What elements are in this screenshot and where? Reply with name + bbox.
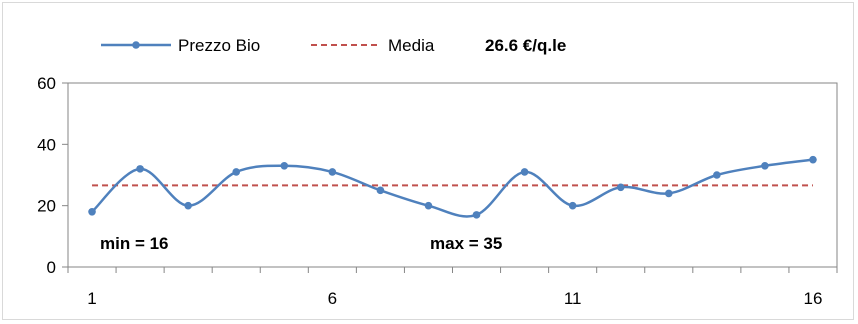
legend-series-label: Prezzo Bio <box>178 36 260 55</box>
price-point <box>280 162 289 170</box>
price-point <box>616 183 625 192</box>
series-layer <box>88 155 817 219</box>
price-point <box>809 155 817 164</box>
price-point <box>520 168 529 176</box>
price-point <box>376 186 385 195</box>
y-tick-label: 60 <box>37 74 56 93</box>
legend: Prezzo Bio Media 26.6 €/q.le <box>101 36 566 55</box>
price-point <box>761 162 769 170</box>
price-point <box>88 208 96 216</box>
y-tick-label: 40 <box>37 135 56 154</box>
x-tick-label: 6 <box>328 289 337 308</box>
chart-frame: Prezzo Bio Media 26.6 €/q.le 0 20 40 60 1 6 11… <box>2 2 854 320</box>
x-tick-label: 11 <box>564 289 582 308</box>
price-point <box>424 201 433 210</box>
x-tick-label: 16 <box>804 289 823 308</box>
legend-mean-label: Media <box>388 36 435 55</box>
price-point <box>184 201 192 210</box>
price-point <box>136 165 144 173</box>
price-point <box>713 171 721 179</box>
mean-value-label: 26.6 €/q.le <box>485 36 566 55</box>
price-point <box>328 168 337 176</box>
price-point <box>664 189 673 198</box>
y-tick-label: 20 <box>37 197 56 216</box>
price-point <box>232 168 241 176</box>
legend-series-marker <box>132 41 140 49</box>
min-annotation: min = 16 <box>100 234 169 253</box>
y-tick-label: 0 <box>47 258 56 277</box>
price-point <box>568 201 577 210</box>
price-series-line <box>91 158 814 218</box>
price-point <box>472 211 481 219</box>
x-tick-label: 1 <box>87 289 96 308</box>
max-annotation: max = 35 <box>430 234 502 253</box>
